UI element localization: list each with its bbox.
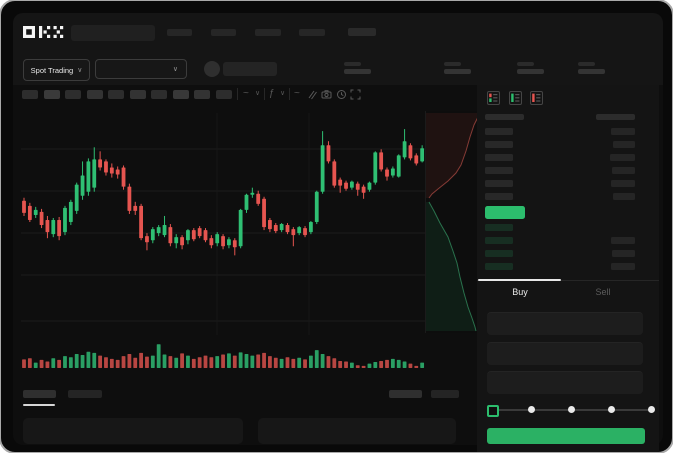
fullscreen-icon[interactable]: [350, 89, 361, 100]
bid-row[interactable]: [485, 237, 513, 244]
toolbar-item-placeholder[interactable]: [44, 90, 60, 99]
toolbar-item-placeholder[interactable]: [151, 90, 167, 99]
bottom-tab-placeholder[interactable]: [23, 390, 56, 398]
slider-step[interactable]: [528, 406, 535, 413]
active-tab-indicator: [23, 404, 55, 406]
buy-submit-button[interactable]: [487, 428, 645, 444]
ticker-stat-placeholder: [444, 69, 471, 74]
chevron-down-icon: ∨: [77, 66, 83, 74]
ruler-icon[interactable]: [307, 89, 318, 100]
history-table-placeholder: [258, 418, 456, 444]
toolbar-item-placeholder[interactable]: [194, 90, 210, 99]
toolbar-divider: [289, 88, 290, 100]
active-tab-indicator: [478, 279, 561, 281]
bottom-tab-placeholder[interactable]: [68, 390, 102, 398]
nav-item-placeholder[interactable]: [255, 29, 281, 36]
ticker-stat-placeholder: [344, 69, 371, 74]
ticker-stat-placeholder: [344, 62, 361, 66]
ticker-stat-placeholder: [578, 62, 595, 66]
depth-chart[interactable]: [425, 111, 482, 333]
ask-row[interactable]: [485, 154, 513, 161]
amount-input-placeholder[interactable]: [487, 342, 643, 365]
candlestick-chart[interactable]: [21, 113, 425, 335]
toolbar-item-placeholder[interactable]: [216, 90, 232, 99]
bottom-action-placeholder[interactable]: [431, 390, 459, 398]
toolbar-item-placeholder[interactable]: [173, 90, 189, 99]
timer-icon[interactable]: [336, 89, 347, 100]
orderbook-header-placeholder: [485, 114, 524, 120]
ticker-stat-placeholder: [517, 69, 544, 74]
wave-icon[interactable]: ~: [294, 88, 300, 99]
bid-size: [612, 250, 635, 257]
orderbook-header-placeholder: [596, 114, 635, 120]
orders-table-placeholder: [23, 418, 243, 444]
total-input-placeholder[interactable]: [487, 371, 643, 394]
ask-size: [613, 193, 635, 200]
price-input-placeholder[interactable]: [487, 312, 643, 335]
ask-size: [612, 167, 635, 174]
toolbar-item-placeholder[interactable]: [108, 90, 124, 99]
coin-avatar: [204, 61, 220, 77]
okx-logo: [23, 26, 64, 38]
toolbar-divider: [264, 88, 265, 100]
bid-row[interactable]: [485, 250, 513, 257]
indicator-icon[interactable]: ~: [243, 88, 249, 99]
ticker-stat-placeholder: [517, 62, 534, 66]
tab-sell[interactable]: Sell: [595, 287, 611, 297]
ask-row[interactable]: [485, 167, 513, 174]
ask-row[interactable]: [485, 141, 513, 148]
toolbar-item-placeholder[interactable]: [22, 90, 38, 99]
bid-row[interactable]: [485, 224, 513, 231]
ask-size: [610, 154, 635, 161]
toolbar-item-placeholder[interactable]: [65, 90, 81, 99]
ask-row[interactable]: [485, 128, 513, 135]
ask-size: [611, 180, 635, 187]
header-search-placeholder[interactable]: [71, 25, 155, 41]
chevron-down-icon[interactable]: ∨: [280, 90, 286, 97]
function-icon[interactable]: ƒ: [269, 88, 275, 99]
pair-dropdown[interactable]: ∨: [95, 59, 187, 79]
nav-item-placeholder[interactable]: [167, 29, 192, 36]
ticker-stat-placeholder: [444, 62, 461, 66]
slider-step[interactable]: [648, 406, 655, 413]
nav-item-placeholder[interactable]: [348, 28, 376, 36]
slider-step[interactable]: [608, 406, 615, 413]
ask-size: [611, 128, 635, 135]
bid-size: [611, 263, 635, 270]
slider-step[interactable]: [568, 406, 575, 413]
split-book-icon[interactable]: [487, 91, 500, 105]
nav-item-placeholder[interactable]: [211, 29, 236, 36]
chevron-down-icon[interactable]: ∨: [255, 90, 261, 97]
bottom-action-placeholder[interactable]: [389, 390, 422, 398]
pair-name-placeholder: [223, 62, 277, 76]
buy-book-icon[interactable]: [509, 91, 522, 105]
sell-book-icon[interactable]: [530, 91, 543, 105]
market-type-label: Spot Trading: [30, 65, 74, 75]
bid-size: [611, 237, 635, 244]
toolbar-divider: [237, 88, 238, 100]
ask-row[interactable]: [485, 180, 513, 187]
ask-size: [613, 141, 635, 148]
ticker-stat-placeholder: [578, 69, 605, 74]
tab-buy[interactable]: Buy: [512, 287, 528, 297]
bid-row[interactable]: [485, 263, 513, 270]
toolbar-item-placeholder[interactable]: [87, 90, 103, 99]
volume-chart[interactable]: [21, 339, 425, 369]
slider-handle[interactable]: [487, 405, 499, 417]
chevron-down-icon: ∨: [172, 65, 178, 73]
camera-icon[interactable]: [321, 89, 332, 100]
toolbar-item-placeholder[interactable]: [130, 90, 146, 99]
tab-divider: [477, 280, 659, 281]
nav-item-placeholder[interactable]: [299, 29, 325, 36]
market-type-selector[interactable]: Spot Trading ∨: [23, 59, 90, 81]
last-price-block[interactable]: [485, 206, 525, 219]
ask-row[interactable]: [485, 193, 513, 200]
